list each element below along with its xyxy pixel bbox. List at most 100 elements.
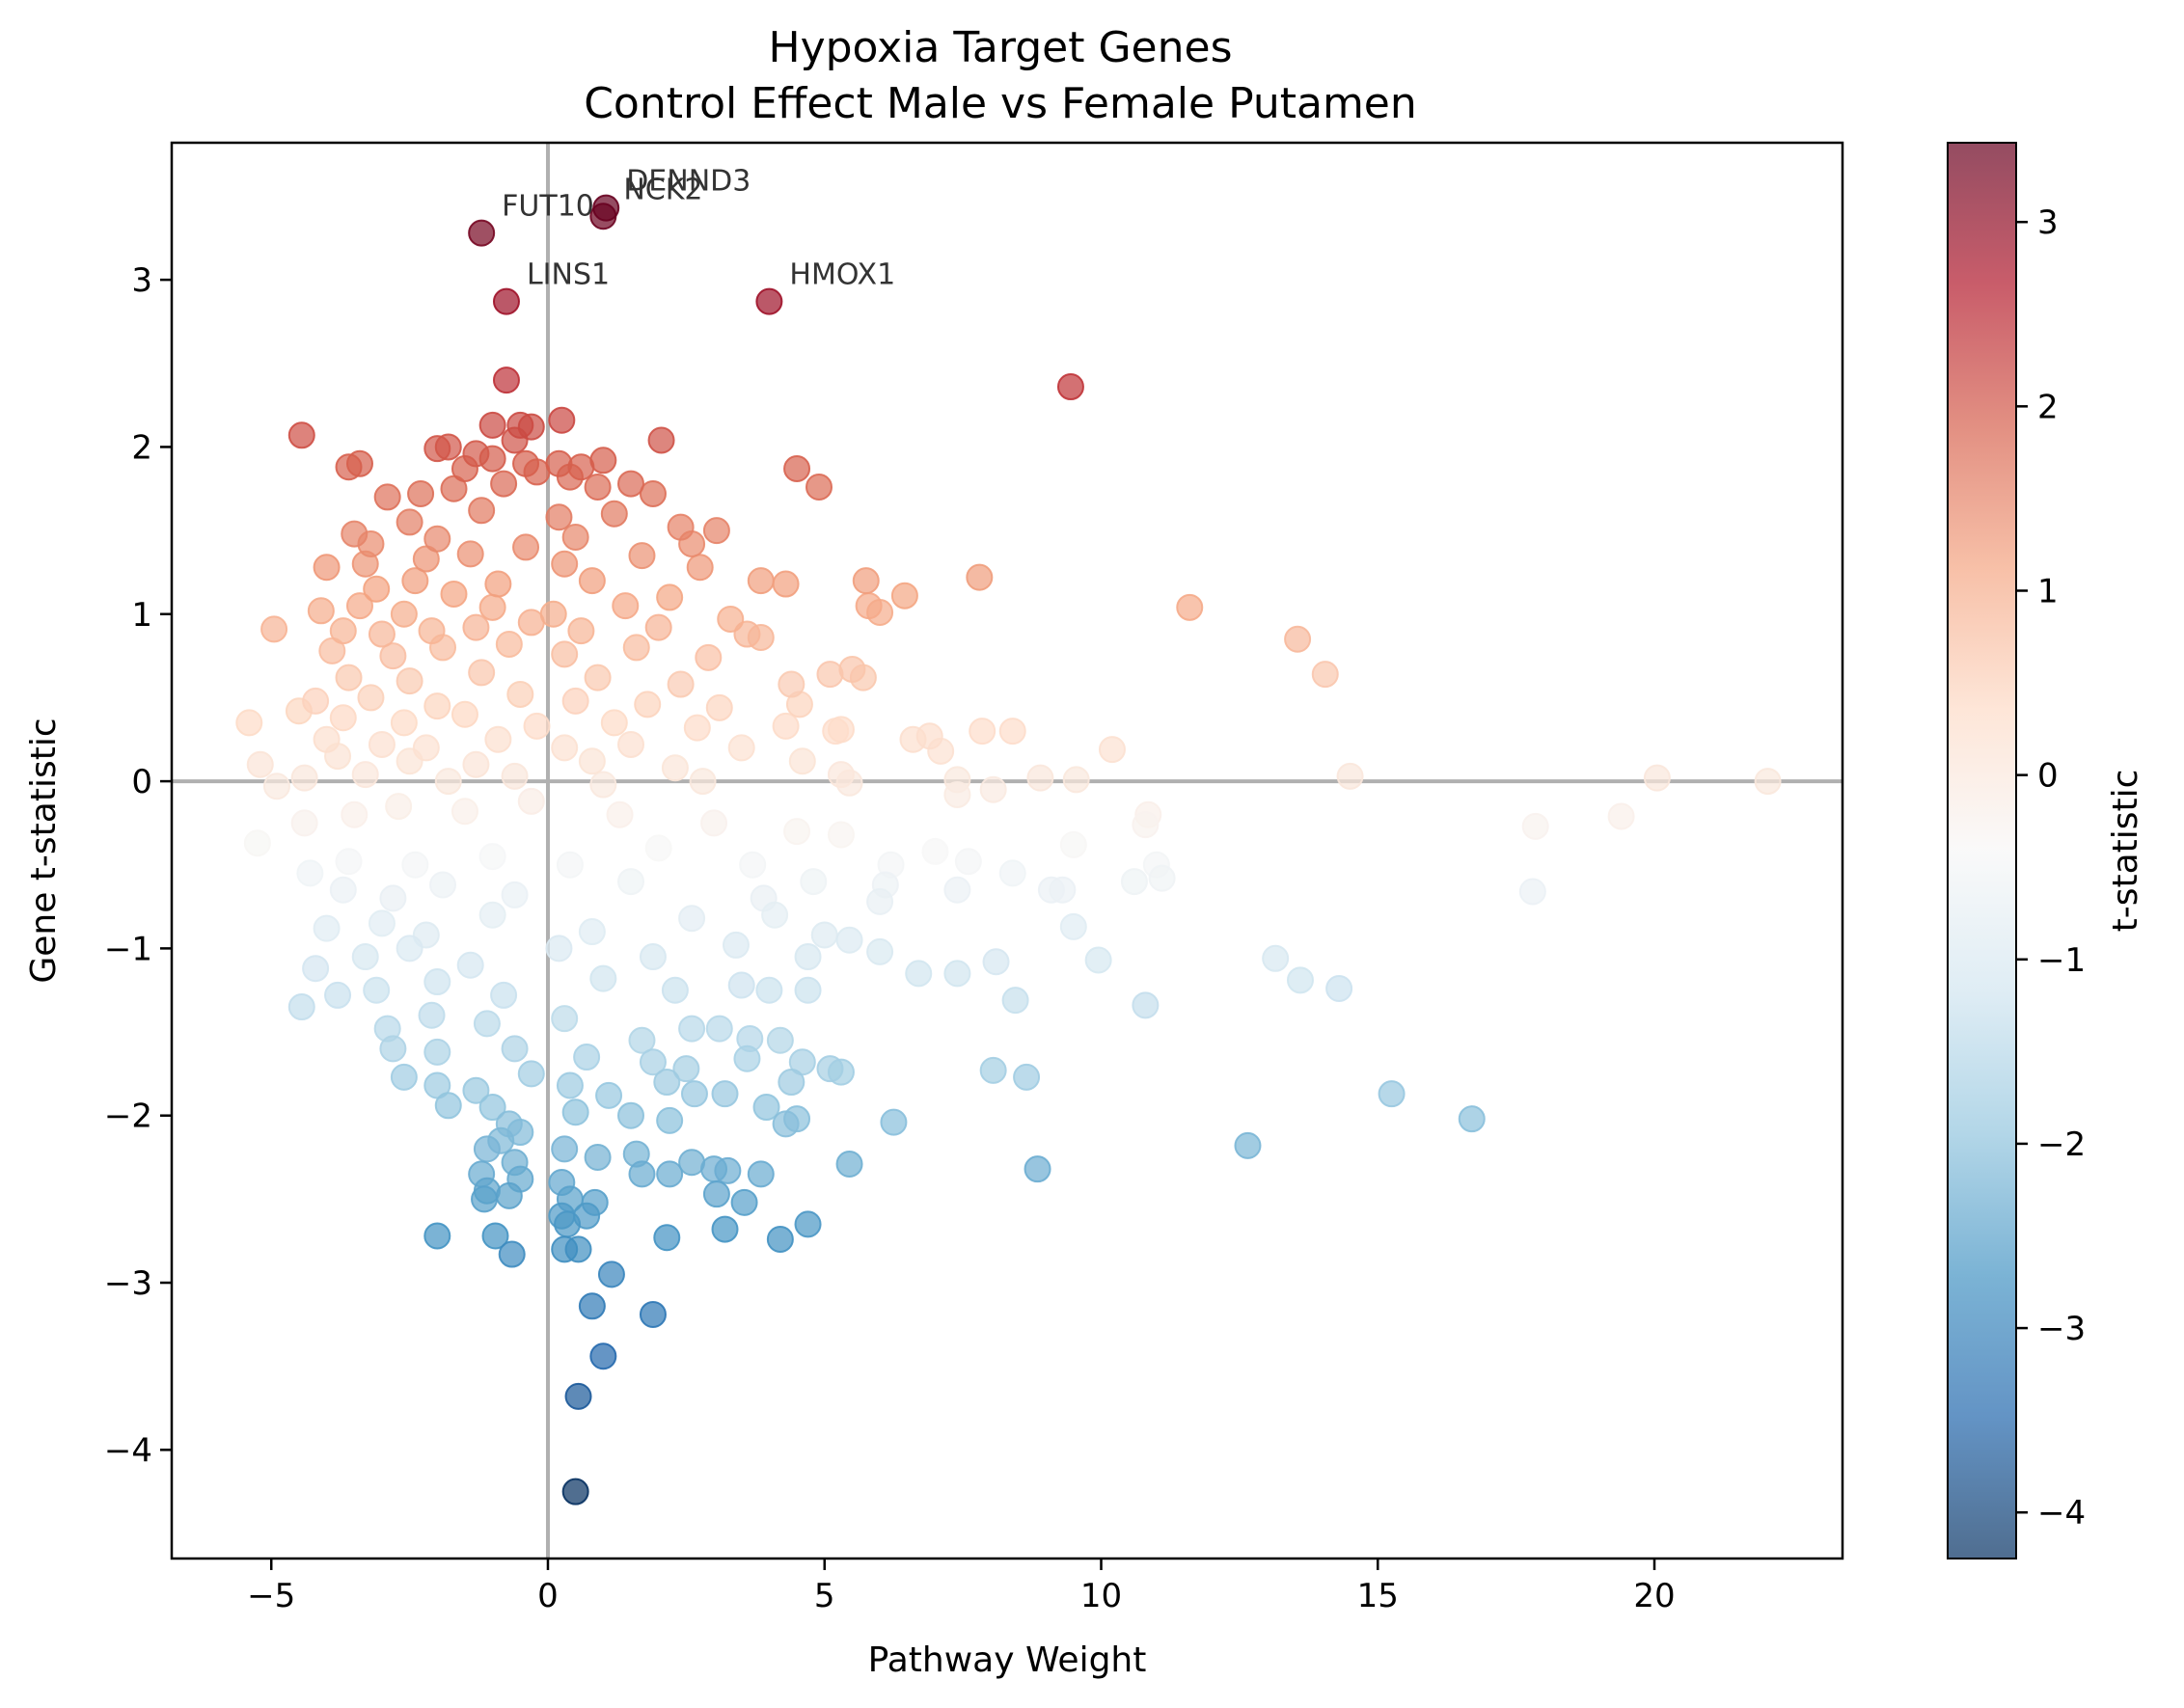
data-point [481,1222,509,1250]
data-point [561,1098,589,1126]
data-point [866,887,894,915]
data-point [385,793,413,821]
data-point [484,725,512,753]
data-point [689,768,717,796]
data-point [551,550,579,578]
data-point [589,771,617,799]
data-point [943,780,971,808]
data-point [979,775,1007,803]
colorbar: −4 −3 −2 −1 0 1 2 3 t-statistic [1947,142,2145,1559]
data-point [1024,1155,1051,1183]
y-tick-label: 0 [131,763,152,801]
colorbar-tick-label: −3 [2037,1310,2086,1348]
data-point [827,761,855,789]
data-point [412,734,440,762]
data-point [1059,912,1087,940]
data-point [800,868,828,896]
data-point [1026,764,1054,792]
data-point [827,1058,855,1086]
data-point [471,1185,499,1213]
data-point [468,497,496,525]
data-point [1311,661,1339,689]
data-point [390,1063,418,1091]
data-point [341,800,369,828]
data-point [478,593,506,621]
data-point [302,687,330,715]
data-point [1001,987,1029,1015]
y-tick-label: −2 [104,1098,152,1136]
data-point [351,761,379,789]
data-point [617,1101,645,1129]
data-point [434,1092,462,1120]
data-point [661,976,689,1004]
data-point [456,540,484,568]
data-point [612,592,640,620]
data-point [700,809,728,837]
data-point [755,287,783,315]
gene-label: NCK2 [623,173,702,206]
data-point [506,411,534,439]
data-point [1286,966,1314,994]
data-point [766,1026,794,1054]
data-point [545,935,573,962]
data-point [835,926,863,954]
data-point [564,1235,592,1263]
data-point [1059,830,1087,858]
data-point [943,876,971,904]
colorbar-tick-label: 0 [2037,757,2059,796]
data-point [683,714,711,742]
data-point [656,1160,684,1188]
data-point [396,508,423,536]
x-axis-ticks: −5 0 5 10 15 20 [247,1559,1676,1615]
data-point [727,971,755,999]
data-point [390,600,418,628]
data-point [551,734,579,762]
x-tick-label: 20 [1633,1577,1675,1615]
data-point [363,976,391,1004]
data-point [401,851,429,879]
data-points [235,194,1782,1505]
data-point [667,513,695,541]
data-point [561,687,589,715]
data-point [462,750,490,778]
x-axis-label: Pathway Weight [868,1640,1147,1680]
chart-subtitle: Control Effect Male vs Female Putamen [584,79,1417,128]
data-point [423,1222,451,1250]
data-point [492,366,520,394]
data-point [639,479,667,507]
data-point [1234,1131,1262,1159]
data-point [545,449,573,477]
data-point [672,1055,700,1083]
data-point [584,474,612,502]
data-point [702,517,730,545]
data-point [345,449,373,477]
chart-title: Hypoxia Target Genes [769,23,1233,72]
colorbar-tick-label: −4 [2037,1494,2086,1532]
data-point [1518,878,1546,906]
data-point [473,1010,501,1038]
data-point [678,1149,706,1177]
y-axis-label: Gene t-statistic [24,718,64,983]
data-point [778,670,805,698]
data-point [722,931,750,959]
colorbar-tick-label: −1 [2037,941,2086,980]
data-point [1458,1105,1486,1133]
data-point [313,914,341,942]
data-point [492,287,520,315]
data-point [260,615,288,643]
data-point [290,809,318,837]
data-point [418,617,446,645]
data-point [235,709,263,737]
data-point [752,1094,780,1122]
data-point [456,951,484,979]
data-point [296,859,324,887]
data-point [772,570,800,598]
data-point [628,542,656,570]
data-point [880,1108,908,1136]
data-point [450,798,478,826]
data-point [794,1210,822,1238]
reference-lines [172,143,1843,1559]
data-point [628,1160,656,1188]
data-point [639,943,667,971]
